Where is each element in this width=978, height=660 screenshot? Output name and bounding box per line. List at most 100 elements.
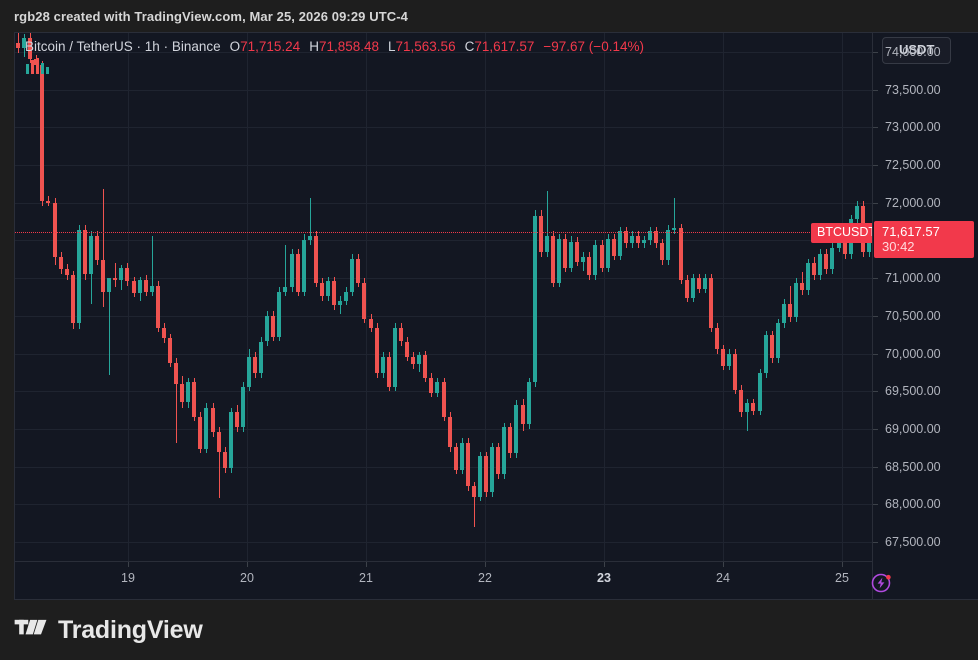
candle-body [95,235,99,261]
candle-body [326,281,330,297]
candle-body [527,382,531,425]
candle-wick [674,198,675,235]
candle-body [478,456,482,497]
candle-body [411,356,415,365]
legend-low-value: 71,563.56 [395,39,456,54]
candle-body [369,318,373,328]
candle-body [150,285,154,293]
candle-body [271,315,275,337]
current-price-line [15,231,872,233]
currency-badge[interactable]: USDT [882,37,952,64]
candle-body [113,278,117,280]
time-axis[interactable]: 19 20 21 22 23 24 25 [15,561,872,599]
candle-body [168,338,172,363]
candle-body [569,241,573,268]
candle-body [466,442,470,487]
candle-body [539,216,543,253]
candle-wick [152,235,153,297]
candle-body [812,263,816,276]
candle-body [138,279,142,294]
gridline-horizontal [15,504,872,506]
candle-body [59,257,63,270]
candle-body [454,447,458,470]
price-tick-mark [873,202,878,204]
candle-body [575,241,579,262]
price-tick-label: 72,500.00 [885,158,941,172]
price-tick-label: 70,000.00 [885,346,941,361]
candle-body [502,427,506,475]
candle-wick [474,481,475,528]
candle-body [630,235,634,244]
candle-body [709,278,713,328]
price-tick-label: 68,500.00 [885,459,941,474]
time-tick-label: 19 [121,571,135,585]
candlestick-icon [26,58,52,74]
chart-legend[interactable]: Bitcoin / TetherUS · 1h · Binance O71,71… [25,39,644,54]
time-tick-label: 25 [835,571,849,585]
price-tick-mark [873,466,878,468]
candle-body [192,382,196,417]
candle-body [697,278,701,289]
candle-body [606,238,610,268]
candle-body [101,260,105,292]
sparkline-bar [26,64,29,74]
candle-body [545,235,549,253]
candle-body [770,335,774,359]
lightning-bolt-icon[interactable] [870,571,894,595]
price-tick-label: 73,000.00 [885,120,941,135]
time-tick-label: 21 [359,571,373,585]
symbol-tag[interactable]: BTCUSDT [811,222,872,243]
candle-body [496,447,500,475]
candle-body [107,278,111,292]
candle-body [703,278,707,289]
candle-body [739,389,743,413]
chart-container[interactable]: Bitcoin / TetherUS · 1h · Binance O71,71… [14,32,978,600]
candle-body [830,247,834,270]
candle-body [587,257,591,276]
candle-wick [340,296,341,315]
candle-body [666,229,670,261]
candle-body [624,231,628,244]
price-tick-mark [873,127,878,129]
price-tick-label: 68,000.00 [885,497,941,512]
candle-body [125,267,129,282]
candle-body [472,486,476,497]
candle-wick [115,263,116,288]
legend-low: L71,563.56 [388,39,456,54]
candle-body [393,327,397,387]
candle-body [618,231,622,256]
current-price-badge[interactable]: 71,617.57 30:42 [874,220,974,258]
candle-body [28,38,32,60]
candle-body [758,373,762,411]
candle-body [308,235,312,241]
candle-body [217,432,221,452]
candle-body [484,456,488,493]
plot-area[interactable]: BTCUSDT [15,33,872,561]
price-axis[interactable]: USDT 67,500.00 68,000.00 68,500.00 69,000.0… [872,33,978,599]
legend-change-value: −97.67 (−0.14%) [543,39,644,54]
candle-body [180,383,184,402]
candle-body [375,327,379,374]
candle-body [557,238,561,283]
candle-body [211,407,215,432]
attribution-bar: rgb28 created with TradingView.com, Mar … [0,0,978,32]
candle-body [356,258,360,283]
candle-wick [310,198,311,245]
candle-body [442,382,446,417]
candle-body [119,267,123,280]
time-tick-label: 22 [478,571,492,585]
gridline-horizontal [15,429,872,430]
price-tick-mark [873,542,878,544]
candle-body [429,377,433,393]
candle-wick [109,285,110,375]
candle-body [721,349,725,366]
candle-body [788,303,792,318]
candle-wick [176,358,177,443]
legend-low-key: L [388,39,396,54]
candle-wick [790,285,791,322]
legend-symbol-title[interactable]: Bitcoin / TetherUS · 1h · Binance [25,39,221,54]
candle-body [764,335,768,374]
candle-body [259,341,263,374]
candle-body [691,278,695,298]
candle-body [174,362,178,384]
